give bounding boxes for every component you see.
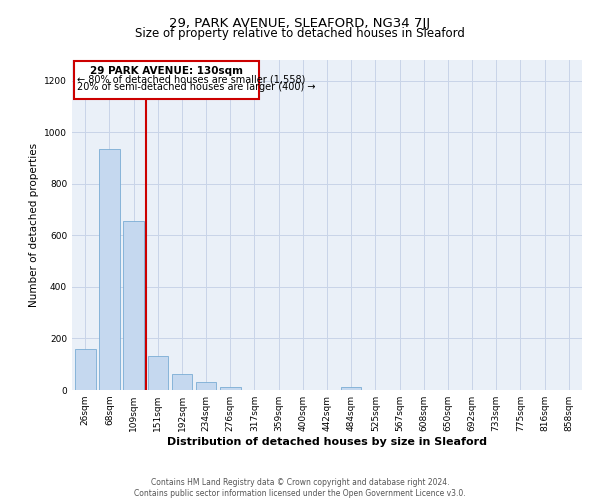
Text: ← 80% of detached houses are smaller (1,558): ← 80% of detached houses are smaller (1,…: [77, 74, 305, 85]
Bar: [220, 386, 241, 390]
Bar: [172, 374, 192, 390]
FancyBboxPatch shape: [74, 62, 259, 98]
Bar: [124, 221, 144, 390]
Bar: [99, 149, 120, 390]
Bar: [75, 349, 95, 390]
Bar: [196, 382, 217, 390]
Text: 29 PARK AVENUE: 130sqm: 29 PARK AVENUE: 130sqm: [91, 66, 244, 76]
Y-axis label: Number of detached properties: Number of detached properties: [29, 143, 38, 307]
Text: 20% of semi-detached houses are larger (400) →: 20% of semi-detached houses are larger (…: [77, 82, 316, 92]
Text: Contains HM Land Registry data © Crown copyright and database right 2024.
Contai: Contains HM Land Registry data © Crown c…: [134, 478, 466, 498]
Text: 29, PARK AVENUE, SLEAFORD, NG34 7JJ: 29, PARK AVENUE, SLEAFORD, NG34 7JJ: [169, 18, 431, 30]
X-axis label: Distribution of detached houses by size in Sleaford: Distribution of detached houses by size …: [167, 437, 487, 447]
Text: Size of property relative to detached houses in Sleaford: Size of property relative to detached ho…: [135, 28, 465, 40]
Bar: [341, 386, 361, 390]
Bar: [148, 356, 168, 390]
